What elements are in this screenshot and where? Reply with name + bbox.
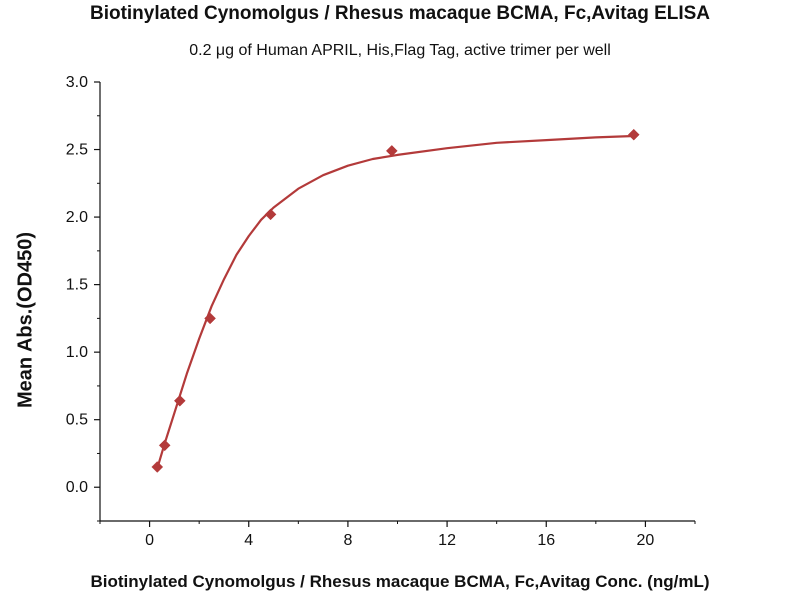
y-tick-label: 3.0 — [66, 74, 88, 91]
data-point-diamond — [264, 208, 277, 221]
x-tick-label: 0 — [145, 532, 154, 549]
x-tick-label: 8 — [343, 532, 352, 549]
data-point-diamond — [627, 128, 640, 141]
chart-title: Biotinylated Cynomolgus / Rhesus macaque… — [89, 3, 711, 24]
y-tick-label: 1.5 — [66, 277, 88, 294]
x-tick-label: 20 — [637, 532, 655, 549]
y-tick-label: 2.0 — [66, 209, 88, 226]
data-point-diamond — [158, 439, 171, 452]
x-tick-label: 4 — [244, 532, 253, 549]
y-tick-label: 2.5 — [66, 142, 88, 159]
x-axis-label: Biotinylated Cynomolgus / Rhesus macaque… — [90, 572, 710, 591]
chart-subtitle: 0.2 μg of Human APRIL, His,Flag Tag, act… — [189, 42, 611, 59]
y-tick-label: 1.0 — [66, 344, 88, 361]
data-point-diamond — [173, 394, 186, 407]
x-tick-label: 16 — [537, 532, 555, 549]
y-tick-label: 0.0 — [66, 479, 88, 496]
data-point-diamond — [151, 461, 164, 473]
x-tick-label: 12 — [438, 532, 456, 549]
data-point-diamond — [385, 145, 398, 157]
data-point-diamond — [204, 312, 216, 325]
fit-curve-line — [156, 134, 634, 469]
y-axis-label: Mean Abs.(OD450) — [14, 232, 37, 408]
y-tick-label: 0.5 — [66, 412, 88, 429]
